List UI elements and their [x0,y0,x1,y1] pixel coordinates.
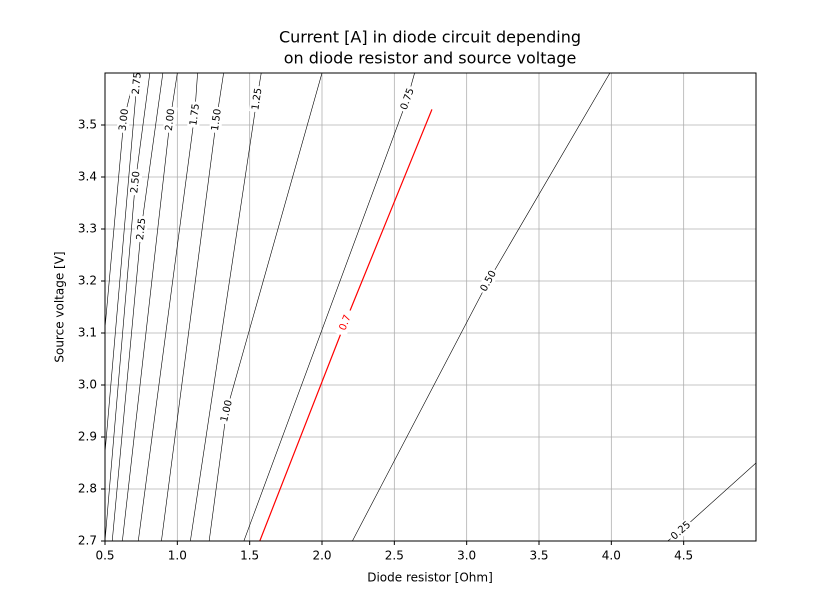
contour-label-group: 1.75 [187,100,203,129]
x-tick-label: 3.5 [529,549,548,563]
y-tick-label: 3.3 [78,222,97,236]
contour-label: 1.50 [210,108,224,132]
x-tick-label: 4.5 [674,549,693,563]
x-tick-label: 1.5 [240,549,259,563]
contour-label: 2.50 [129,171,142,194]
contour-label-bg [162,106,178,134]
y-axis-label: Source voltage [V] [53,251,67,362]
contour-label-bg [133,215,149,243]
contour-label: 1.25 [250,87,264,111]
contour-label-group: 3.00 [116,106,132,134]
contour-label: 1.75 [188,103,202,126]
chart-title: on diode resistor and source voltage [284,49,577,68]
y-tick-label: 3.4 [78,170,97,184]
contour-label-group: 1.00 [217,396,236,426]
contour-label: 2.00 [164,108,178,131]
y-tick-label: 3.0 [78,378,97,392]
contour-label: 2.25 [135,217,148,240]
contour-label-bg [667,517,695,544]
y-tick-label: 3.5 [78,118,97,132]
y-tick-label: 3.2 [78,274,97,288]
y-tick-label: 2.8 [78,482,97,496]
contour-label-group: 1.25 [249,85,265,113]
contour-label-bg [116,106,132,134]
y-tick-label: 3.1 [78,326,97,340]
y-tick-label: 2.7 [78,534,97,548]
grid [104,73,756,542]
contour-label-bg [129,69,144,97]
contour-label: 3.00 [118,108,132,131]
contour-label-bg [128,168,143,196]
x-axis-label: Diode resistor [Ohm] [367,571,493,585]
x-tick-label: 2.5 [385,549,404,563]
contour-label-group: 2.75 [129,69,144,97]
y-tick-label: 2.9 [78,430,97,444]
contour-label-bg [187,100,203,129]
x-tick-label: 0.5 [95,549,114,563]
contour-label-group: 2.25 [133,215,149,243]
plot-frame [104,72,757,542]
contour-label-bg [476,266,500,296]
x-tick-label: 4.0 [602,549,621,563]
contour-label: 2.75 [131,72,144,95]
contour-labels: 3.002.752.502.252.00 1.75 1.501.251.000.75… [116,69,695,544]
contour-label-bg [334,308,356,337]
contour-label-group: 2.00 [162,106,178,134]
x-tick-label: 1.0 [168,549,187,563]
contour-label-group: 2.50 [128,168,143,196]
x-tick-label: 2.0 [312,549,331,563]
contour-label-group: 0.7 [334,308,356,337]
contour-label-bg [217,396,236,426]
contour-label-group: 1.50 [208,106,225,134]
chart-title: Current [A] in diode circuit depending [279,28,581,47]
contour-label-bg [249,85,265,113]
contour-label: 1.00 [219,399,235,423]
contour-label-bg [208,106,225,134]
x-tick-label: 3.0 [457,549,476,563]
contour-label: 0.7 [338,313,354,332]
contour-label-bg [397,84,418,114]
ticks: 0.5 1.0 1.5 2.0 2.5 3.0 3.5 4.0 4.5 2.7 2.8 2.9 3.0 3… [78,118,693,563]
